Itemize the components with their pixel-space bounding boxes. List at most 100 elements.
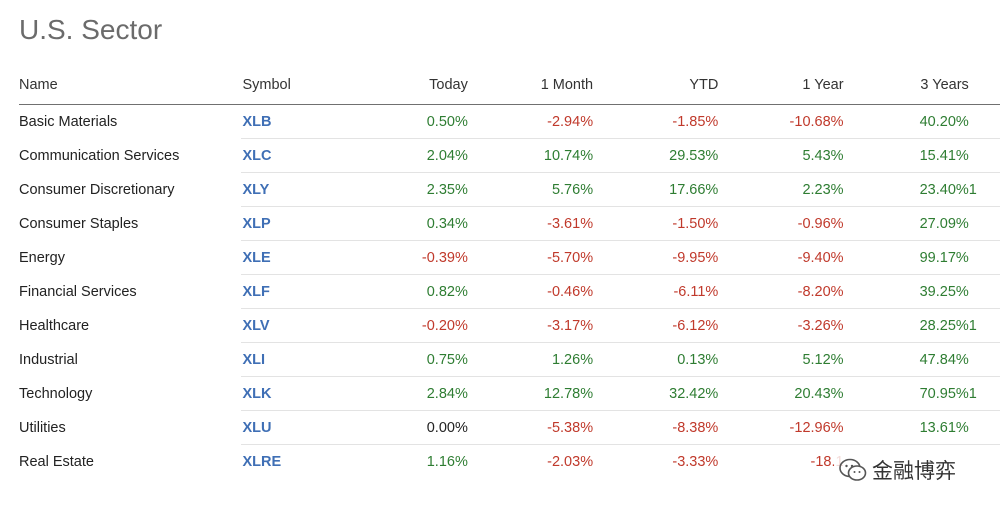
cell-sector-name: Energy	[19, 240, 242, 275]
cell-truncated	[968, 274, 1000, 309]
cell-truncated	[968, 410, 1000, 445]
cell-truncated	[968, 240, 1000, 275]
cell-3-years: 70.95%	[843, 376, 969, 411]
cell-today: -0.39%	[342, 240, 468, 275]
cell-ytd: 0.13%	[593, 342, 719, 377]
page-title: U.S. Sector	[19, 14, 163, 45]
cell-3-years: 99.17%	[843, 240, 969, 275]
table-row[interactable]: Consumer Staples XLP 0.34% -3.61% -1.50% -0.9…	[19, 206, 1000, 241]
table-row[interactable]: Technology XLK 2.84% 12.78% 32.42% 20.43% 70.9…	[19, 376, 1000, 411]
cell-ytd: -1.85%	[593, 104, 719, 139]
cell-sector-name: Consumer Discretionary	[19, 172, 242, 207]
cell-1-year: -9.40%	[718, 240, 844, 275]
cell-1-month: 5.76%	[467, 172, 594, 207]
cell-1-year: -0.96%	[718, 206, 844, 241]
column-header-ytd[interactable]: YTD	[593, 66, 719, 105]
symbol-link[interactable]: XLU	[242, 419, 272, 436]
column-header-name[interactable]: Name	[19, 66, 242, 105]
table-row[interactable]: Basic Materials XLB 0.50% -2.94% -1.85% -10.6…	[19, 104, 1000, 139]
table-row[interactable]: Utilities XLU 0.00% -5.38% -8.38% -12.96% 13.6…	[19, 410, 1000, 445]
cell-truncated: 1	[968, 376, 1000, 411]
table-row[interactable]: Financial Services XLF 0.82% -0.46% -6.11% -8…	[19, 274, 1000, 309]
cell-ytd: -1.50%	[593, 206, 719, 241]
symbol-link[interactable]: XLV	[242, 317, 270, 334]
cell-1-month: 1.26%	[467, 342, 594, 377]
cell-sector-name: Communication Services	[19, 138, 242, 173]
cell-ytd: 29.53%	[593, 138, 719, 173]
cell-today: 2.84%	[342, 376, 468, 411]
cell-1-year: -10.68%	[718, 104, 844, 139]
table-row[interactable]: Communication Services XLC 2.04% 10.74% 29.5…	[19, 138, 1000, 173]
symbol-link[interactable]: XLRE	[242, 453, 282, 470]
cell-today: 0.75%	[342, 342, 468, 377]
column-header-today[interactable]: Today	[342, 66, 468, 105]
cell-symbol: XLU	[241, 410, 343, 445]
cell-3-years: 39.25%	[843, 274, 969, 309]
watermark: 金融博弈	[834, 452, 984, 488]
cell-today: 1.16%	[426, 453, 468, 470]
table-row[interactable]: Healthcare XLV -0.20% -3.17% -6.12% -3.26% 28.…	[19, 308, 1000, 343]
cell-symbol: XLC	[241, 138, 343, 173]
sector-table: Name Symbol Today 1 Month YTD 1 Year 3 Y…	[19, 66, 1000, 478]
cell-today: -0.20%	[342, 308, 468, 343]
column-header-cut	[968, 66, 1000, 105]
cell-today: 0.34%	[342, 206, 468, 241]
column-header-3-years[interactable]: 3 Years	[843, 66, 969, 105]
wechat-icon	[839, 458, 867, 481]
cell-1-year: -3.26%	[718, 308, 844, 343]
cell-today: 0.00%	[342, 410, 468, 445]
cell-truncated	[968, 342, 1000, 377]
symbol-link[interactable]: XLF	[242, 283, 270, 300]
cell-3-years: 13.61%	[843, 410, 969, 445]
cell-1-month: -3.17%	[467, 308, 594, 343]
cell-1-year: -12.96%	[718, 410, 844, 445]
cell-ytd: -6.12%	[593, 308, 719, 343]
cell-1-month: -5.70%	[467, 240, 594, 275]
symbol-link[interactable]: XLB	[242, 113, 272, 130]
cell-symbol: XLE	[241, 240, 343, 275]
cell-1-month: -0.46%	[467, 274, 594, 309]
cell-sector-name: Utilities	[19, 410, 242, 445]
cell-symbol: XLV	[241, 308, 343, 343]
cell-symbol: XLY	[241, 172, 343, 207]
cell-1-year: 5.43%	[718, 138, 844, 173]
cell-sector-name: Financial Services	[19, 274, 242, 309]
cell-sector-name: Consumer Staples	[19, 206, 242, 241]
column-header-1-year[interactable]: 1 Year	[718, 66, 844, 105]
symbol-link[interactable]: XLY	[242, 181, 270, 198]
cell-3-years: 23.40%	[843, 172, 969, 207]
symbol-link[interactable]: XLI	[242, 351, 265, 368]
cell-1-month: -5.38%	[467, 410, 594, 445]
cell-truncated	[968, 104, 1000, 139]
cell-3-years: 28.25%	[843, 308, 969, 343]
cell-symbol: XLI	[241, 342, 343, 377]
symbol-link[interactable]: XLE	[242, 249, 271, 266]
table-row[interactable]: Energy XLE -0.39% -5.70% -9.95% -9.40% 99.17%	[19, 240, 1000, 275]
column-header-1-month[interactable]: 1 Month	[467, 66, 594, 105]
cell-1-year: 20.43%	[718, 376, 844, 411]
table-row[interactable]: Consumer Discretionary XLY 2.35% 5.76% 17.66…	[19, 172, 1000, 207]
cell-sector-name: Industrial	[19, 342, 242, 377]
cell-ytd: -8.38%	[593, 410, 719, 445]
cell-1-year: 5.12%	[718, 342, 844, 377]
column-header-symbol[interactable]: Symbol	[241, 66, 343, 105]
cell-3-years: 47.84%	[843, 342, 969, 377]
cell-1-month: -2.94%	[467, 104, 594, 139]
cell-ytd: 17.66%	[593, 172, 719, 207]
symbol-link[interactable]: XLP	[242, 215, 271, 232]
cell-symbol: XLB	[241, 104, 343, 139]
cell-truncated	[968, 138, 1000, 173]
table-body: Basic Materials XLB 0.50% -2.94% -1.85% -10.6…	[19, 104, 1000, 479]
cell-1-month: -2.03%	[547, 453, 594, 470]
cell-ytd: -6.11%	[593, 274, 719, 309]
cell-truncated: 1	[968, 308, 1000, 343]
symbol-link[interactable]: XLK	[242, 385, 272, 402]
cell-truncated	[968, 206, 1000, 241]
cell-1-month: 12.78%	[467, 376, 594, 411]
cell-3-years: 15.41%	[843, 138, 969, 173]
symbol-link[interactable]: XLC	[242, 147, 272, 164]
cell-symbol: XLRE	[241, 445, 342, 479]
cell-1-year: -8.20%	[718, 274, 844, 309]
cell-sector-name: Technology	[19, 376, 242, 411]
table-row[interactable]: Industrial XLI 0.75% 1.26% 0.13% 5.12% 47.84%	[19, 342, 1000, 377]
